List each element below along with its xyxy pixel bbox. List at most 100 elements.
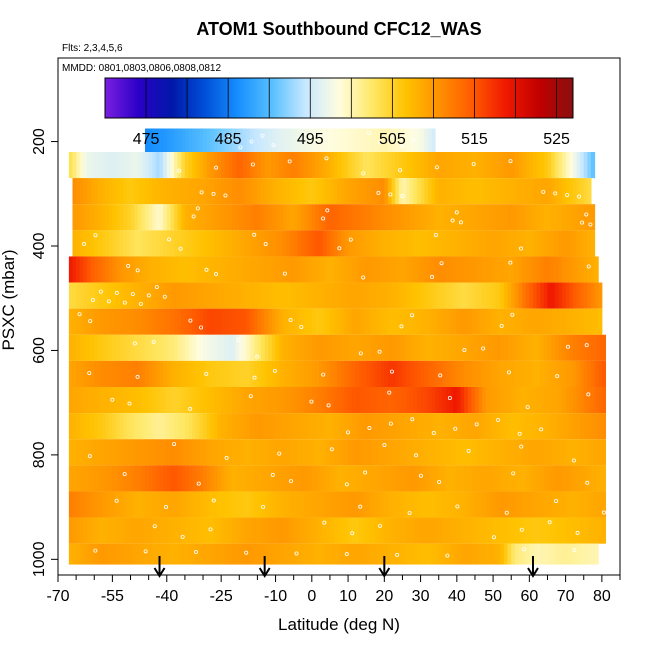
heatmap-cell	[561, 543, 567, 565]
heatmap-cell	[398, 178, 403, 205]
heatmap-cell	[174, 152, 179, 179]
heatmap-cell	[119, 282, 124, 309]
heatmap-cell	[199, 465, 204, 492]
heatmap-cell	[402, 413, 407, 440]
heatmap-cell	[348, 282, 353, 309]
heatmap-cell	[228, 439, 233, 466]
heatmap-cell	[391, 439, 396, 466]
heatmap-cell	[68, 308, 74, 335]
heatmap-cell	[87, 439, 92, 466]
heatmap-cell	[554, 543, 559, 565]
heatmap-cell	[373, 465, 378, 492]
heatmap-cell	[195, 334, 200, 361]
heatmap-cell	[514, 256, 519, 283]
heatmap-cell	[170, 439, 175, 466]
heatmap-cell	[213, 517, 219, 544]
heatmap-cell	[232, 334, 237, 361]
heatmap-cell	[275, 128, 280, 152]
heatmap-cell	[290, 387, 295, 414]
heatmap-cell	[514, 543, 519, 565]
heatmap-cell	[210, 439, 215, 466]
heatmap-cell	[286, 517, 291, 544]
heatmap-cell	[304, 308, 309, 335]
heatmap-cell	[536, 491, 541, 518]
heatmap-cell	[369, 543, 374, 565]
heatmap-cell	[525, 360, 530, 387]
heatmap-cell	[478, 204, 483, 231]
heatmap-cell	[155, 491, 161, 518]
heatmap-cell	[489, 517, 494, 544]
heatmap-cell	[68, 334, 74, 361]
heatmap-cell	[525, 387, 530, 414]
heatmap-cell	[68, 465, 74, 492]
heatmap-cell	[116, 413, 121, 440]
heatmap-cell	[587, 152, 592, 179]
heatmap-cell	[155, 282, 161, 309]
heatmap-cell	[148, 152, 153, 179]
heatmap-cell	[192, 517, 197, 544]
heatmap-cell	[337, 128, 342, 152]
heatmap-cell	[174, 387, 179, 414]
heatmap-cell	[101, 204, 106, 231]
heatmap-cell	[518, 152, 523, 179]
heatmap-cell	[456, 204, 461, 231]
heatmap-cell	[449, 465, 454, 492]
heatmap-cell	[460, 517, 465, 544]
heatmap-cell	[435, 204, 440, 231]
heatmap-cell	[210, 543, 215, 565]
heatmap-cell	[402, 334, 407, 361]
heatmap-cell	[97, 543, 103, 565]
heatmap-cell	[507, 178, 512, 205]
heatmap-cell	[558, 413, 563, 440]
heatmap-cell	[235, 413, 240, 440]
heatmap-cell	[279, 308, 284, 335]
heatmap-cell	[572, 178, 577, 205]
heatmap-cell	[580, 204, 585, 231]
heatmap-cell	[493, 465, 498, 492]
heatmap-cell	[471, 360, 476, 387]
heatmap-cell	[377, 128, 382, 152]
heatmap-cell	[108, 334, 113, 361]
heatmap-cell	[340, 282, 345, 309]
heatmap-cell	[355, 204, 360, 231]
sample-marker	[554, 498, 559, 503]
heatmap-cell	[348, 465, 353, 492]
heatmap-cell	[206, 543, 211, 565]
heatmap-cell	[279, 334, 284, 361]
heatmap-cell	[543, 256, 548, 283]
heatmap-cell	[148, 439, 153, 466]
heatmap-cell	[72, 204, 77, 231]
heatmap-cell	[206, 204, 211, 231]
heatmap-cell	[514, 387, 519, 414]
heatmap-cell	[580, 439, 585, 466]
heatmap-cell	[319, 413, 324, 440]
sample-marker	[151, 339, 156, 344]
heatmap-cell	[369, 360, 374, 387]
heatmap-cell	[206, 152, 211, 179]
heatmap-cell	[424, 491, 429, 518]
heatmap-cell	[246, 387, 251, 414]
heatmap-cell	[561, 282, 567, 309]
heatmap-cell	[449, 543, 454, 565]
heatmap-cell	[576, 256, 581, 283]
heatmap-cell	[355, 491, 360, 518]
heatmap-cell	[409, 543, 414, 565]
heatmap-cell	[239, 152, 244, 179]
heatmap-cell	[489, 439, 494, 466]
heatmap-cell	[119, 413, 124, 440]
heatmap-cell	[536, 543, 541, 565]
heatmap-cell	[319, 308, 324, 335]
heatmap-cell	[90, 491, 95, 518]
heatmap-cell	[366, 178, 371, 205]
heatmap-cell	[594, 543, 599, 565]
heatmap-cell	[496, 465, 501, 492]
heatmap-cell	[431, 387, 436, 414]
heatmap-cell	[355, 334, 360, 361]
heatmap-cell	[268, 387, 273, 414]
heatmap-cell	[540, 230, 545, 257]
heatmap-cell	[90, 387, 95, 414]
heatmap-cell	[358, 256, 364, 283]
heatmap-cell	[329, 439, 335, 466]
heatmap-cell	[590, 387, 596, 414]
heatmap-cell	[514, 491, 519, 518]
